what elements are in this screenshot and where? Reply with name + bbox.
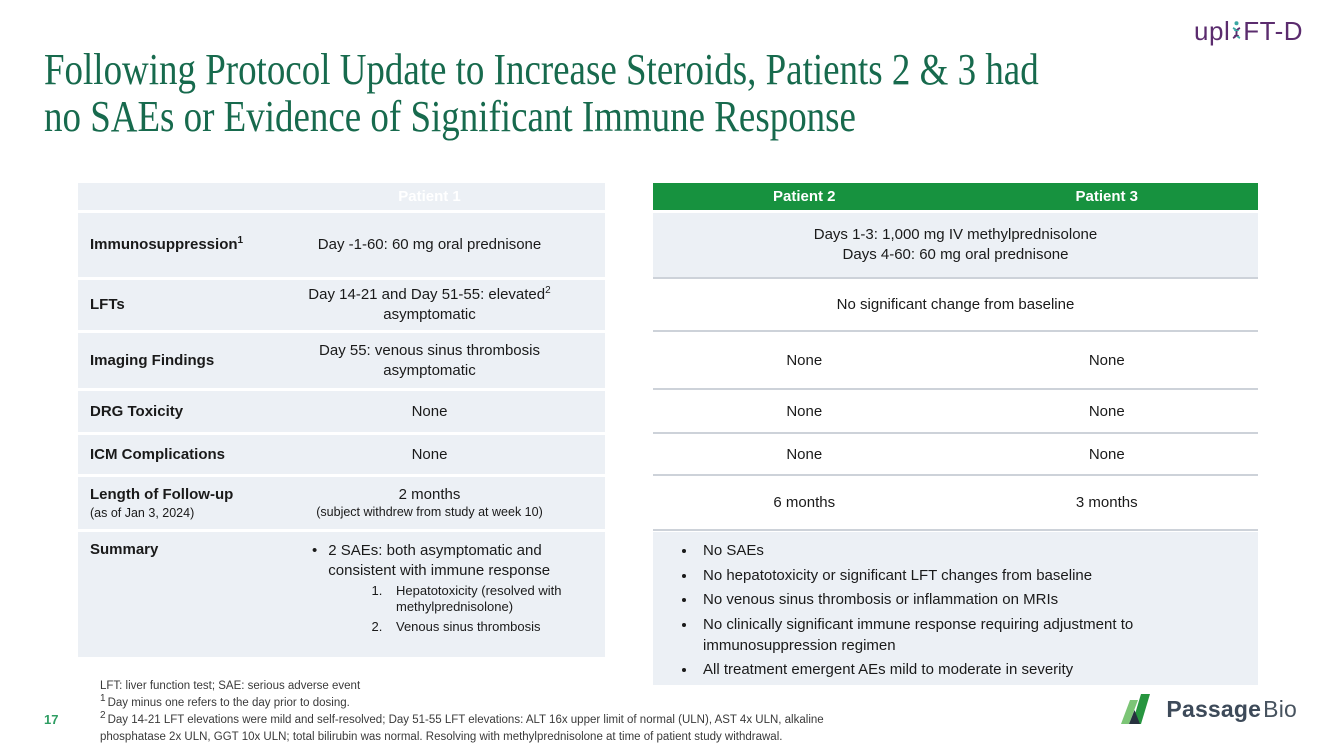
patient2-drg-value: None bbox=[786, 402, 823, 420]
table-row: None None bbox=[653, 391, 1258, 432]
patient1-table: Patient 1 Immunosuppression1 Day -1-60: … bbox=[78, 183, 605, 657]
table-row-summary: Summary • 2 SAEs: both asymptomatic and … bbox=[78, 532, 605, 657]
footnote-2-line-2: phosphatase 2x ULN, GGT 10x ULN; total b… bbox=[100, 731, 783, 743]
patient2-icm-value: None bbox=[786, 445, 823, 463]
table-row: Days 1-3: 1,000 mg IV methylprednisolone… bbox=[653, 213, 1258, 277]
table-row: ICM Complications None bbox=[78, 435, 605, 474]
table-row: None None bbox=[653, 333, 1258, 388]
passage-bio-icon bbox=[1121, 694, 1151, 724]
footnotes: LFT: liver function test; SAE: serious a… bbox=[100, 678, 824, 746]
patients23-lfts-value: No significant change from baseline bbox=[836, 296, 1075, 314]
passage-bio-wordmark: PassageBio bbox=[1166, 695, 1297, 722]
patients23-summary-bullet-list: No SAEs No hepatotoxicity or significant… bbox=[653, 541, 1258, 685]
row-label-icm-complications: ICM Complications bbox=[90, 445, 226, 463]
table-row: Length of Follow-up (as of Jan 3, 2024) … bbox=[78, 477, 605, 529]
row-label-imaging-findings: Imaging Findings bbox=[90, 351, 215, 369]
row-label-followup: Length of Follow-up (as of Jan 3, 2024) bbox=[90, 485, 234, 520]
patient1-lfts-value: Day 14-21 and Day 51-55: elevated2 asymp… bbox=[308, 285, 551, 323]
bullet-marker: • bbox=[312, 542, 318, 559]
row-label-summary: Summary bbox=[90, 541, 159, 558]
patients-2-3-table: Patient 2 Patient 3 Days 1-3: 1,000 mg I… bbox=[653, 183, 1258, 686]
patient1-icm-value: None bbox=[411, 445, 448, 463]
patient3-drg-value: None bbox=[1088, 402, 1125, 420]
patient1-imaging-value: Day 55: venous sinus thrombosis asymptom… bbox=[319, 341, 540, 379]
uplift-d-logo: upl FT-D bbox=[1194, 16, 1303, 47]
dna-helix-icon bbox=[1232, 20, 1241, 39]
list-item: Hepatotoxicity (resolved with methylpred… bbox=[386, 583, 597, 616]
patient1-table-header-row: Patient 1 bbox=[78, 183, 605, 210]
table-row: No significant change from baseline bbox=[653, 280, 1258, 330]
patients23-immunosuppression-value: Days 1-3: 1,000 mg IV methylprednisolone… bbox=[813, 226, 1098, 263]
row-label-lfts: LFTs bbox=[90, 296, 125, 313]
patient1-summary-numbered-list: Hepatotoxicity (resolved with methylpred… bbox=[312, 583, 597, 635]
table-row: None None bbox=[653, 435, 1258, 474]
list-item: Venous sinus thrombosis bbox=[386, 619, 597, 635]
page-number: 17 bbox=[44, 712, 59, 727]
patient2-header: Patient 2 bbox=[772, 188, 836, 205]
title-line-2: no SAEs or Evidence of Significant Immun… bbox=[44, 92, 856, 141]
patient1-summary-bullet: 2 SAEs: both asymptomatic and consistent… bbox=[328, 542, 551, 579]
uplift-logo-suffix: FT-D bbox=[1243, 16, 1303, 46]
table-row: DRG Toxicity None bbox=[78, 391, 605, 432]
list-item: No venous sinus thrombosis or inflammati… bbox=[697, 590, 1251, 611]
table-row: Immunosuppression1 Day -1-60: 60 mg oral… bbox=[78, 213, 605, 277]
patient1-drg-value: None bbox=[411, 402, 448, 420]
passage-bio-logo: PassageBio bbox=[1119, 693, 1297, 725]
patients-2-3-header-row: Patient 2 Patient 3 bbox=[653, 183, 1258, 210]
list-item: No clinically significant immune respons… bbox=[697, 615, 1251, 656]
row-label-drg-toxicity: DRG Toxicity bbox=[90, 402, 184, 420]
patient1-followup-value: 2 months (subject withdrew from study at… bbox=[316, 486, 543, 520]
table-row: 6 months 3 months bbox=[653, 477, 1258, 529]
table-row: LFTs Day 14-21 and Day 51-55: elevated2 … bbox=[78, 280, 605, 330]
patient1-header: Patient 1 bbox=[398, 188, 461, 205]
list-item: All treatment emergent AEs mild to moder… bbox=[697, 660, 1251, 681]
patient1-header-spacer bbox=[78, 183, 254, 210]
patient1-summary-value: • 2 SAEs: both asymptomatic and consiste… bbox=[254, 532, 605, 657]
patient1-immunosuppression-value: Day -1-60: 60 mg oral prednisone bbox=[317, 236, 542, 254]
title-line-1: Following Protocol Update to Increase St… bbox=[44, 45, 1039, 94]
list-item: No hepatotoxicity or significant LFT cha… bbox=[697, 566, 1251, 587]
patient3-imaging-value: None bbox=[1088, 351, 1125, 369]
footnote-2-line-1: 2 Day 14-21 LFT elevations were mild and … bbox=[100, 710, 824, 726]
patient3-followup-value: 3 months bbox=[1075, 494, 1138, 512]
footnote-abbreviations: LFT: liver function test; SAE: serious a… bbox=[100, 680, 361, 692]
uplift-logo-prefix: upl bbox=[1194, 16, 1231, 46]
table-row: Imaging Findings Day 55: venous sinus th… bbox=[78, 333, 605, 388]
footnote-1: 1 Day minus one refers to the day prior t… bbox=[100, 693, 350, 709]
patient3-header: Patient 3 bbox=[1075, 188, 1139, 205]
patient2-imaging-value: None bbox=[786, 351, 823, 369]
row-label-immunosuppression: Immunosuppression1 bbox=[90, 235, 244, 254]
patient3-icm-value: None bbox=[1088, 445, 1125, 463]
patient2-followup-value: 6 months bbox=[773, 494, 836, 512]
slide-title: Following Protocol Update to Increase St… bbox=[44, 46, 1304, 140]
table-row-summary: No SAEs No hepatotoxicity or significant… bbox=[653, 532, 1258, 686]
list-item: No SAEs bbox=[697, 541, 1251, 562]
